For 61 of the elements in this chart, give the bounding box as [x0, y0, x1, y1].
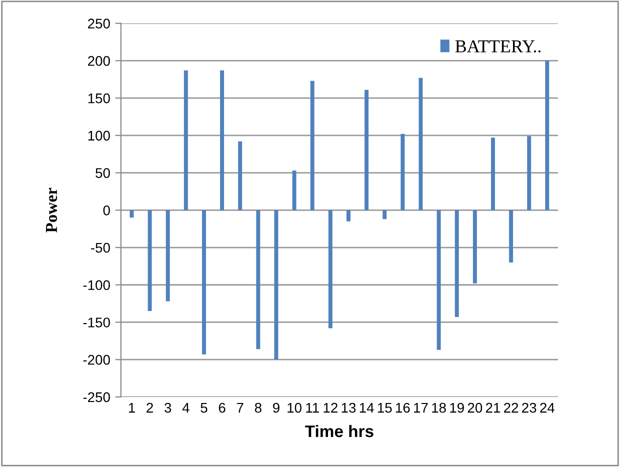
bar — [436, 210, 441, 350]
y-tick-label: 0 — [103, 205, 110, 216]
x-tick-label: 13 — [342, 402, 356, 413]
bar — [148, 210, 152, 312]
x-tick-label: 24 — [540, 402, 554, 413]
bar — [527, 136, 532, 210]
bar — [364, 90, 369, 210]
bar — [274, 210, 278, 360]
x-tick-label: 1 — [128, 403, 135, 413]
x-tick-label: 21 — [486, 402, 500, 413]
bar — [472, 210, 477, 284]
x-tick-label: 7 — [236, 403, 244, 413]
bar — [238, 141, 242, 210]
bar — [310, 80, 314, 210]
bar — [202, 210, 206, 354]
bar — [382, 210, 387, 220]
bar — [328, 210, 332, 328]
y-tick-label: -50 — [91, 242, 110, 253]
x-tick-label: 15 — [378, 403, 392, 413]
x-tick-label: 8 — [254, 402, 262, 413]
bar — [292, 170, 296, 210]
y-axis-title: Power — [46, 188, 58, 233]
bar — [184, 70, 188, 210]
y-tick-label: 50 — [96, 168, 110, 178]
x-tick-label: 12 — [324, 402, 338, 413]
x-tick-label: 23 — [522, 402, 536, 413]
x-axis-title: Time hrs — [305, 424, 374, 438]
y-tick-label: 150 — [88, 93, 110, 104]
bar — [545, 60, 550, 210]
x-tick-label: 4 — [182, 403, 190, 413]
y-tick-label: -150 — [83, 318, 110, 328]
x-tick-label: 2 — [146, 402, 153, 413]
x-tick-label: 20 — [468, 402, 482, 413]
x-tick-label: 9 — [273, 402, 280, 413]
x-tick-label: 3 — [164, 402, 172, 413]
x-tick-label: 6 — [218, 402, 226, 413]
x-tick-label: 10 — [288, 402, 302, 413]
x-tick-label: 22 — [504, 402, 518, 413]
x-tick-label: 18 — [432, 402, 446, 413]
y-tick-label: 250 — [88, 18, 110, 29]
x-tick-label: 16 — [396, 402, 410, 413]
x-tick-label: 17 — [414, 403, 428, 413]
x-tick-label: 14 — [360, 403, 374, 413]
bar — [454, 210, 459, 317]
legend-label: BATTERY.. — [455, 40, 541, 52]
bar — [346, 210, 350, 222]
x-tick-label: 5 — [200, 403, 208, 413]
bar — [166, 210, 170, 302]
y-tick-label: -100 — [83, 280, 110, 290]
bar — [400, 134, 405, 210]
bar — [509, 210, 514, 262]
bar — [256, 210, 260, 350]
y-tick-label: 200 — [88, 56, 110, 66]
y-tick-label: -200 — [83, 354, 110, 365]
y-tick-label: -250 — [83, 392, 110, 402]
bar — [490, 138, 495, 210]
bar — [220, 70, 224, 210]
x-tick-label: 19 — [450, 402, 464, 413]
y-tick-label: 100 — [88, 130, 110, 141]
bar — [418, 78, 423, 210]
x-tick-label: 11 — [306, 403, 319, 413]
